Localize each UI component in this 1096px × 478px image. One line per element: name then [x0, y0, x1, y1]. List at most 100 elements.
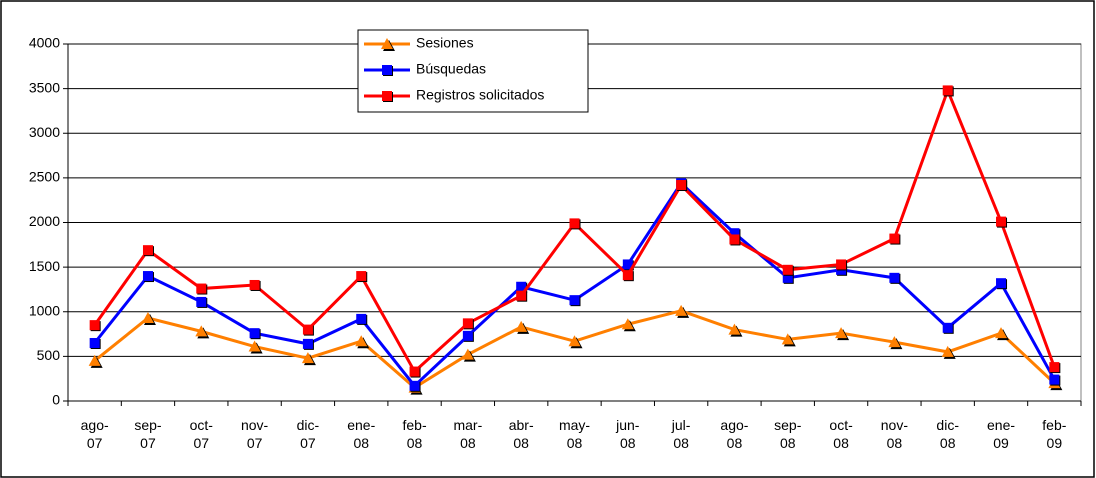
data-point: [356, 313, 368, 325]
y-tick-label: 0: [52, 392, 60, 408]
marker-part: [142, 245, 153, 256]
marker-part: [888, 336, 901, 348]
data-point: [88, 354, 103, 368]
marker-part: [516, 290, 527, 301]
data-point: [1049, 362, 1061, 374]
data-point: [836, 259, 848, 271]
marker-part: [89, 320, 100, 331]
data-point: [195, 325, 210, 339]
y-tick-label: 2500: [29, 169, 60, 185]
x-tick-label: oct-07: [190, 417, 214, 451]
marker-part: [942, 322, 953, 333]
legend-label: Búsquedas: [416, 61, 486, 77]
y-tick-label: 3000: [29, 124, 60, 140]
data-point: [302, 324, 314, 336]
data-point: [835, 327, 850, 341]
marker-part: [382, 91, 392, 101]
x-tick-label: ago-08: [720, 417, 748, 451]
data-point: [1049, 374, 1061, 386]
y-tick-label: 1000: [29, 302, 60, 318]
data-point: [196, 283, 208, 295]
marker-part: [302, 338, 313, 349]
marker-part: [355, 335, 368, 347]
marker-part: [996, 216, 1007, 227]
data-point: [302, 338, 314, 350]
data-point: [621, 318, 636, 332]
x-tick-label: dic-07: [297, 417, 320, 451]
marker-part: [301, 352, 314, 364]
x-tick-label: feb-09: [1042, 417, 1066, 451]
x-tick-label: sep-07: [134, 417, 162, 451]
marker-part: [569, 295, 580, 306]
data-point: [729, 234, 741, 246]
data-point: [301, 352, 316, 366]
data-point: [461, 348, 476, 362]
marker-part: [1049, 374, 1060, 385]
marker-part: [461, 348, 474, 360]
data-point: [409, 366, 421, 378]
x-tick-label: nov-08: [881, 417, 909, 451]
y-tick-label: 3500: [29, 79, 60, 95]
data-point: [676, 180, 688, 192]
data-point: [888, 336, 903, 350]
x-tick-label: nov-07: [241, 417, 269, 451]
marker-part: [516, 281, 527, 292]
marker-part: [729, 234, 740, 245]
data-point: [515, 320, 530, 334]
marker-part: [89, 337, 100, 348]
marker-part: [942, 85, 953, 96]
marker-part: [728, 323, 741, 335]
data-point: [568, 335, 583, 349]
data-point: [729, 228, 741, 240]
data-point: [356, 271, 368, 283]
marker-part: [941, 345, 954, 357]
x-tick-label: jun-08: [615, 417, 640, 451]
x-tick-label: ene-08: [347, 417, 375, 451]
data-point: [569, 295, 581, 307]
legend-marker: [382, 91, 393, 102]
x-tick-label: may-08: [559, 417, 590, 451]
marker-part: [88, 354, 101, 366]
marker-part: [141, 311, 154, 323]
marker-part: [248, 340, 261, 352]
marker-part: [781, 333, 794, 345]
data-point: [142, 245, 154, 257]
data-point: [675, 304, 690, 318]
marker-part: [569, 218, 580, 229]
marker-part: [889, 272, 900, 283]
data-point: [941, 345, 956, 359]
legend-marker: [382, 65, 393, 76]
marker-part: [995, 327, 1008, 339]
marker-part: [835, 327, 848, 339]
marker-part: [196, 283, 207, 294]
data-point: [409, 380, 421, 392]
marker-part: [356, 313, 367, 324]
marker-part: [195, 325, 208, 337]
marker-part: [568, 335, 581, 347]
marker-part: [836, 259, 847, 270]
marker-part: [249, 328, 260, 339]
marker-part: [996, 278, 1007, 289]
marker-part: [622, 270, 633, 281]
marker-part: [196, 296, 207, 307]
marker-part: [249, 279, 260, 290]
data-point: [996, 216, 1008, 228]
data-point: [89, 320, 101, 332]
marker-part: [382, 65, 392, 75]
x-tick-label: jul-08: [671, 417, 691, 451]
data-point: [782, 264, 794, 276]
marker-part: [142, 271, 153, 282]
marker-part: [381, 38, 393, 49]
marker-part: [782, 272, 793, 283]
data-point: [516, 290, 528, 302]
data-point: [569, 218, 581, 230]
legend-label: Sesiones: [416, 35, 474, 51]
data-point: [995, 327, 1010, 341]
marker-part: [515, 320, 528, 332]
marker-part: [729, 228, 740, 239]
marker-part: [676, 180, 687, 191]
data-point: [355, 335, 370, 349]
marker-part: [356, 271, 367, 282]
legend-label: Registros solicitados: [416, 87, 544, 103]
x-tick-label: oct-08: [829, 417, 853, 451]
